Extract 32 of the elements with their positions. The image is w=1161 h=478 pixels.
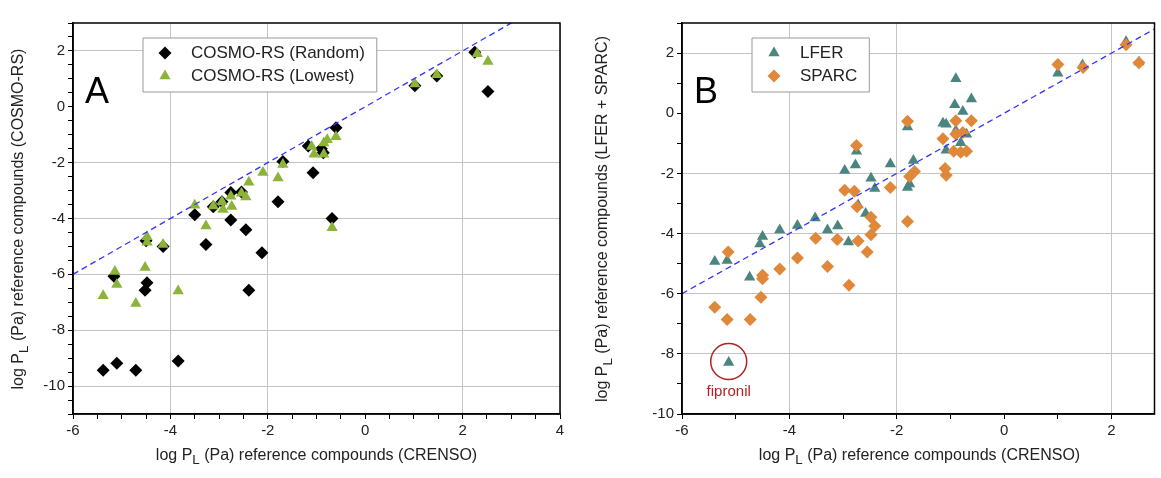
legend-label: COSMO-RS (Lowest) (191, 65, 355, 85)
legend-label: LFER (800, 42, 844, 62)
y-tick-label: 0 (56, 96, 65, 114)
y-tick-label: -2 (660, 163, 674, 181)
x-tick-label: -2 (261, 421, 275, 439)
x-axis-title: log P$_{L}$ (Pa) reference compounds (CRENSO) (758, 446, 1081, 468)
y-tick-label: -8 (51, 320, 65, 338)
y-tick-label: -4 (660, 223, 674, 241)
y-tick-label: -10 (43, 376, 65, 394)
x-tick-label: 2 (1107, 421, 1116, 439)
y-tick-label: 2 (665, 43, 674, 61)
y-tick-label: -10 (652, 404, 674, 422)
y-tick-label: -4 (51, 208, 65, 226)
y-tick-label: -6 (51, 264, 65, 282)
legend-label: COSMO-RS (Random) (191, 42, 365, 62)
x-tick-label: 4 (555, 421, 565, 439)
annotation: B (694, 70, 719, 111)
x-tick-label: 0 (999, 421, 1009, 439)
x-axis-title: log P$_{L}$ (Pa) reference compounds (CRENSO) (155, 446, 478, 468)
x-tick-label: -4 (782, 421, 797, 439)
annotation: fipronil (706, 382, 751, 400)
x-tick-label: 0 (361, 421, 370, 439)
y-tick-label: 2 (56, 41, 65, 59)
annotation: A (85, 70, 110, 111)
y-tick-label: -6 (660, 283, 674, 301)
legend-label: SPARC (800, 65, 858, 85)
y-tick-label: -2 (51, 152, 65, 170)
x-tick-label: -2 (890, 421, 904, 439)
y-tick-label: 0 (665, 103, 674, 121)
x-tick-label: 2 (458, 421, 467, 439)
x-tick-label: -4 (163, 421, 178, 439)
y-tick-label: -8 (660, 343, 674, 361)
